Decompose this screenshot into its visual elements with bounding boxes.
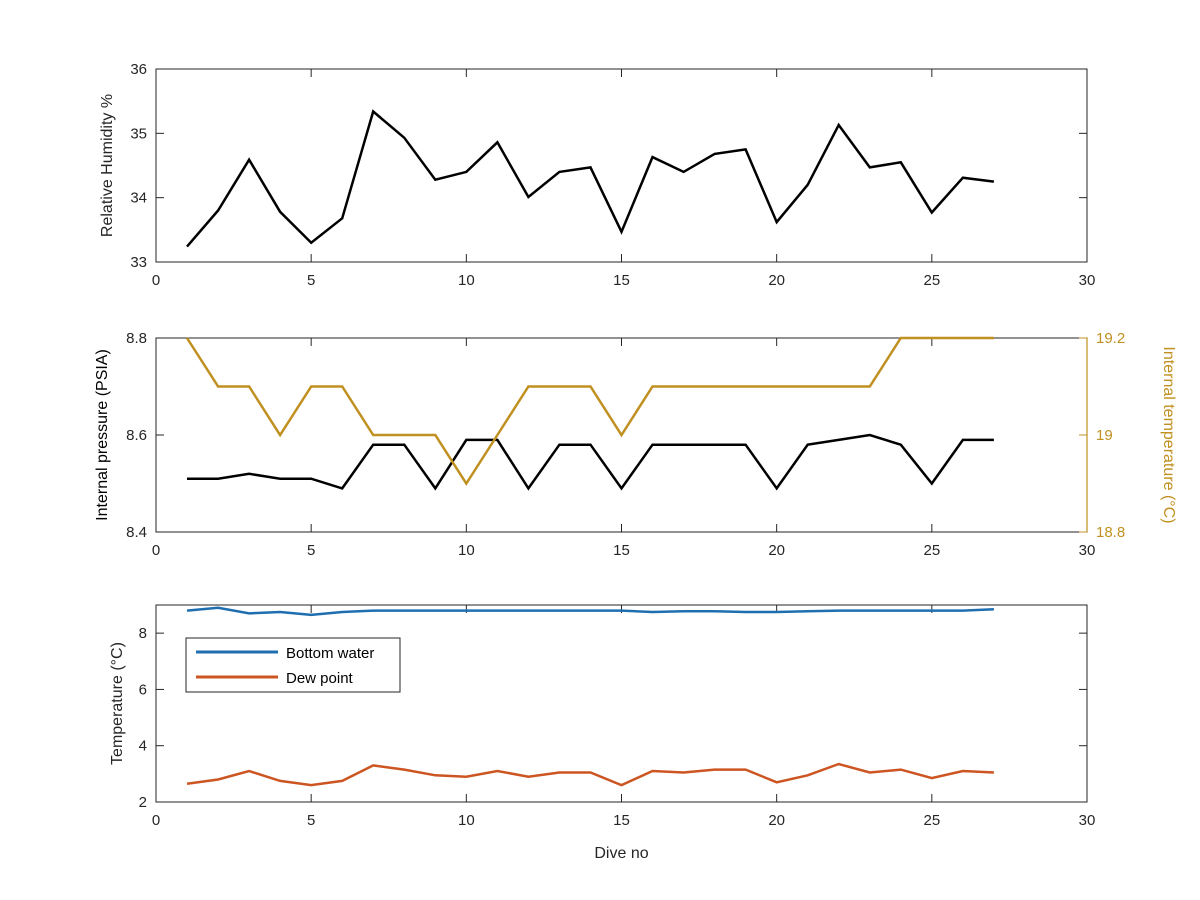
legend-box	[185, 637, 401, 693]
y-tick-label: 34	[130, 190, 147, 207]
right-y-tick-label: 19.2	[1096, 330, 1125, 347]
bottom-water-line	[186, 606, 994, 617]
y-tick-label: 8.8	[126, 330, 147, 347]
legend-label-bottom-water: Bottom water	[286, 645, 374, 662]
series-line-0	[187, 433, 994, 491]
y-tick-label: 36	[130, 61, 147, 78]
x-tick-label: 0	[152, 542, 160, 559]
series-line-1	[185, 336, 994, 486]
dew-point-line	[186, 762, 994, 787]
legend-label-dew-point: Dew point	[286, 670, 354, 687]
pressure-axis-label: Internal pressure (PSIA)	[94, 349, 111, 521]
x-tick-label: 10	[458, 542, 475, 559]
right-y-tick-label: 19	[1096, 427, 1113, 444]
x-tick-label: 30	[1079, 542, 1096, 559]
x-tick-label: 15	[613, 272, 630, 289]
x-tick-label: 5	[307, 812, 315, 829]
temperature-panel: Temperature (°C) Dive no Bottom water De…	[109, 604, 1096, 862]
y-tick-label: 35	[130, 125, 147, 142]
x-tick-label: 25	[923, 812, 940, 829]
dive-number-axis-label: Dive no	[594, 845, 648, 862]
humidity-panel: Relative Humidity % 0 5 10 15 20 25 30 33 34 35 36	[99, 61, 1095, 289]
y-tick-label: 4	[139, 738, 147, 755]
x-tick-label: 30	[1079, 812, 1096, 829]
right-y-tick-label: 18.8	[1096, 524, 1125, 541]
temperature-axis-label: Temperature (°C)	[109, 642, 126, 765]
legend: Bottom water Dew point	[185, 637, 401, 693]
x-tick-label: 5	[307, 272, 315, 289]
x-tick-label: 25	[923, 542, 940, 559]
y-tick-label: 2	[139, 794, 147, 811]
pressure-temperature-panel: Internal pressure (PSIA) Internal temper…	[94, 330, 1177, 559]
x-tick-label: 30	[1079, 272, 1096, 289]
x-tick-label: 20	[768, 272, 785, 289]
x-tick-label: 10	[458, 272, 475, 289]
x-tick-label: 10	[458, 812, 475, 829]
y-tick-label: 8.4	[126, 524, 147, 541]
x-tick-label: 15	[613, 812, 630, 829]
y-tick-label: 8.6	[126, 427, 147, 444]
x-tick-label: 5	[307, 542, 315, 559]
internal-temperature-axis-label: Internal temperature (°C)	[1160, 346, 1177, 523]
y-tick-label: 6	[139, 681, 147, 698]
x-tick-label: 15	[613, 542, 630, 559]
x-tick-label: 0	[152, 812, 160, 829]
x-tick-label: 20	[768, 812, 785, 829]
x-tick-label: 20	[768, 542, 785, 559]
series-line-0	[186, 109, 995, 248]
y-tick-label: 8	[139, 625, 147, 642]
x-tick-label: 25	[923, 272, 940, 289]
humidity-axis-label: Relative Humidity %	[99, 94, 116, 237]
x-tick-label: 0	[152, 272, 160, 289]
y-tick-label: 33	[130, 254, 147, 271]
